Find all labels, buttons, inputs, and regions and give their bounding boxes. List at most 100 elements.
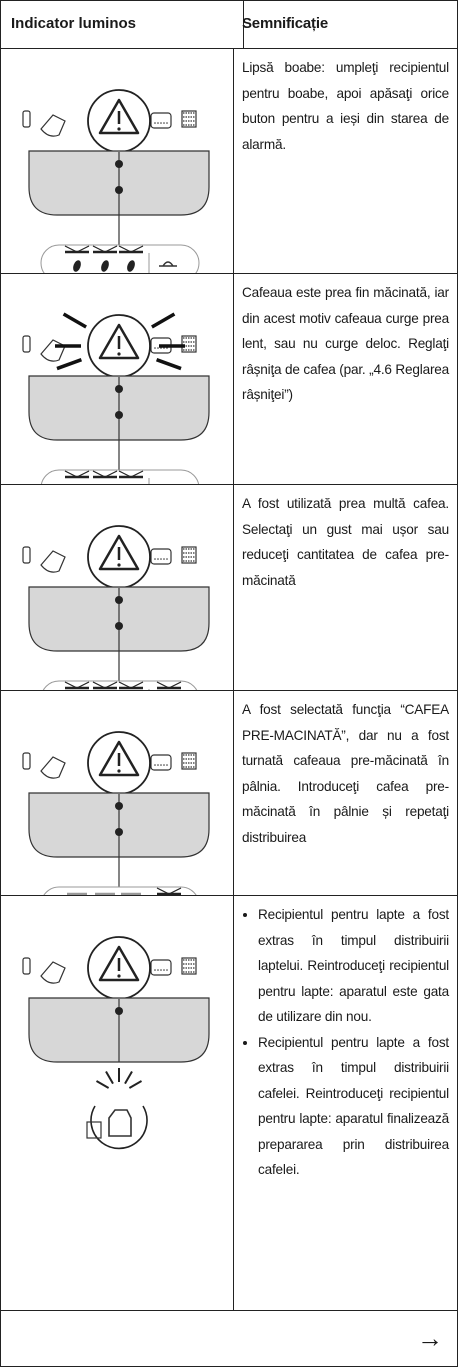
tray-dot [154, 969, 156, 971]
tray-dot [157, 969, 159, 971]
scoop-rays [156, 681, 182, 689]
warning-triangle [98, 323, 140, 360]
bean [73, 260, 81, 272]
jug-icon [40, 550, 66, 573]
warning-dot [117, 127, 121, 131]
indicator-illustration [22, 731, 210, 896]
indicator-illustration [22, 89, 210, 274]
indicator-illustration [22, 936, 210, 1150]
meaning-cell: Cafeaua este prea fin măcinată, iar din … [242, 285, 449, 402]
warning-triangle [98, 740, 140, 777]
tray-dot [160, 122, 162, 124]
warning-triangle [98, 534, 140, 571]
tray-dot [154, 347, 156, 349]
table-row: A fost utilizată prea multă cafea. Selec… [0, 484, 458, 691]
scoop-rays [156, 887, 182, 895]
jug-icon [40, 114, 66, 137]
connector-dot [115, 1007, 123, 1015]
indicator-cell [1, 485, 234, 691]
tray-icon [150, 754, 172, 771]
connector-dot [115, 160, 123, 168]
list-item: Recipientul pentru lapte a fost extras î… [258, 902, 449, 1030]
header-cell: Indicator luminos [1, 1, 244, 48]
grid-icon-frame [181, 335, 197, 353]
bean-rays [92, 681, 118, 689]
tray-dot [166, 764, 168, 766]
milk-ray [128, 1080, 143, 1089]
tray-icon [150, 112, 172, 129]
tray-dot [154, 558, 156, 560]
warning-dot [117, 974, 121, 978]
meaning-cell: A fost utilizată prea multă cafea. Selec… [242, 496, 449, 588]
bean-rays [64, 470, 90, 478]
connector-dot [115, 385, 123, 393]
tray-dot [166, 122, 168, 124]
tube-icon [22, 335, 31, 353]
tray-dot [163, 122, 165, 124]
alarm-ray [62, 312, 87, 329]
indicator-cell [1, 896, 234, 1310]
bean [127, 260, 135, 272]
tray-dot [157, 764, 159, 766]
meaning-cell: Recipientul pentru lapte a fost extras î… [234, 896, 457, 1183]
indicator-illustration [22, 312, 210, 485]
milk-jug [108, 1109, 132, 1137]
warning-triangle [98, 945, 140, 982]
tube-icon [22, 752, 31, 770]
bean-rays [64, 681, 90, 689]
connector-dot [115, 828, 123, 836]
meaning-cell: A fost selectată funcţia “CAFEA PRE-MACI… [242, 702, 449, 845]
footer-row: → [0, 1310, 458, 1367]
warning-dot [117, 769, 121, 773]
milk-ray [95, 1080, 110, 1089]
warning-triangle [98, 98, 140, 135]
connector-dot [115, 596, 123, 604]
connector-dot [115, 802, 123, 810]
bean-rays [118, 245, 144, 253]
tray-dot [157, 347, 159, 349]
table-row: Cafeaua este prea fin măcinată, iar din … [0, 273, 458, 485]
tray-dot [157, 558, 159, 560]
indicator-cell [1, 49, 234, 274]
grid-icon-frame [181, 110, 197, 128]
connector-dot [115, 411, 123, 419]
header-cell: Semnificație [242, 15, 328, 32]
grid-icon-frame [181, 957, 197, 975]
milk-circle [90, 1105, 148, 1150]
bullet-list: Recipientul pentru lapte a fost extras î… [238, 902, 449, 1183]
tube-icon [22, 957, 31, 975]
bean-rays [118, 470, 144, 478]
table-row: A fost selectată funcţia “CAFEA PRE-MACI… [0, 690, 458, 896]
bean-rays [92, 245, 118, 253]
table-row: Recipientul pentru lapte a fost extras î… [0, 895, 458, 1310]
bean-rays [92, 470, 118, 478]
alarm-ray [151, 312, 176, 329]
tray-dot [166, 558, 168, 560]
indicator-illustration [22, 525, 210, 691]
tray-dot [166, 969, 168, 971]
tray-dot [163, 764, 165, 766]
connector-dot [115, 186, 123, 194]
tray-dot [163, 558, 165, 560]
connector-dot [115, 622, 123, 630]
jug-icon [40, 339, 66, 362]
tube-icon [22, 546, 31, 564]
jug-icon [40, 961, 66, 984]
meaning-cell: Lipsă boabe: umpleţi recipientul pentru … [242, 60, 449, 152]
tray-dot [160, 969, 162, 971]
milk-grid [86, 1121, 102, 1139]
tray-dot [163, 969, 165, 971]
bean-rays [64, 245, 90, 253]
tray-icon [150, 959, 172, 976]
indicator-cell [1, 274, 234, 485]
tube-icon [22, 110, 31, 128]
warning-dot [117, 563, 121, 567]
tray-dot [154, 122, 156, 124]
table-row: Lipsă boabe: umpleţi recipientul pentru … [0, 48, 458, 274]
grid-icon-frame [181, 752, 197, 770]
tray-icon [150, 548, 172, 565]
tray-dot [154, 764, 156, 766]
indicator-cell [1, 691, 234, 896]
bean [101, 260, 109, 272]
